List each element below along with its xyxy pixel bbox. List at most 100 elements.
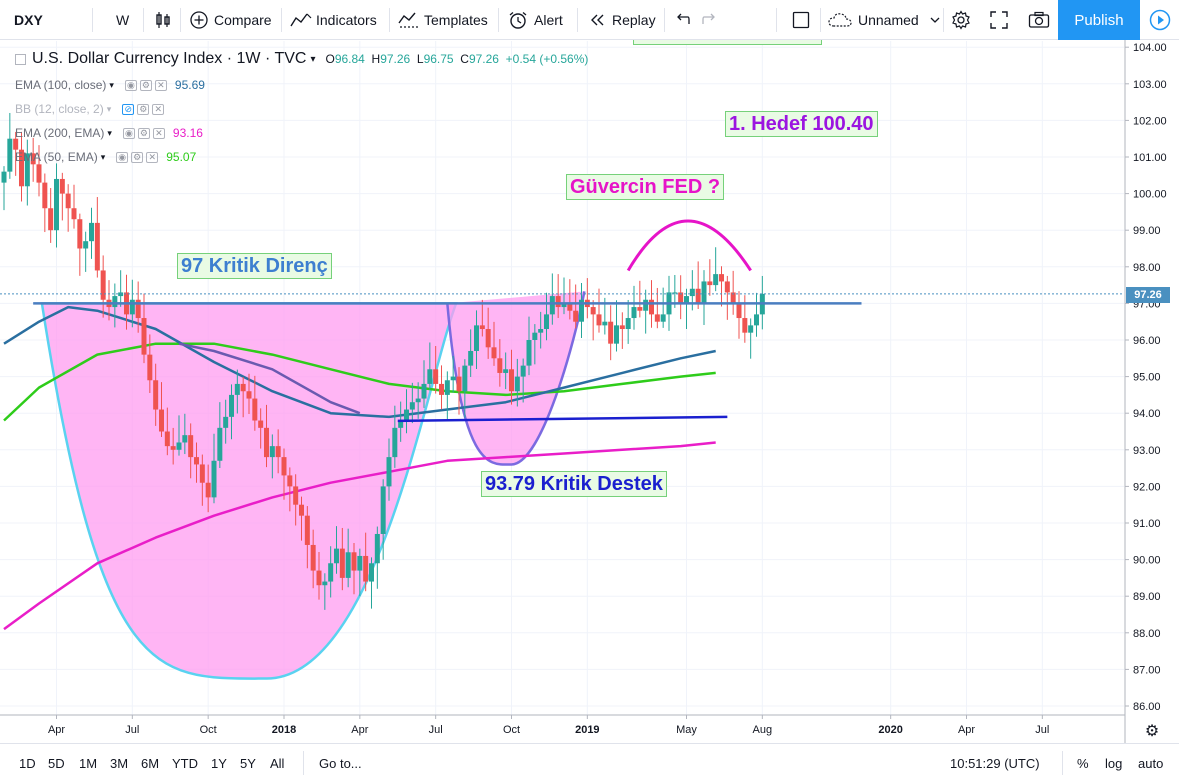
candle-down bbox=[199, 464, 205, 483]
candle-down bbox=[147, 354, 153, 381]
fullscreen-rect-button[interactable] bbox=[792, 0, 810, 40]
publish-button[interactable]: Publish bbox=[1058, 0, 1140, 40]
collapse-icon[interactable] bbox=[15, 53, 26, 65]
range-ytd[interactable]: YTD bbox=[172, 755, 198, 771]
candle-up bbox=[520, 365, 526, 377]
alert-button[interactable]: Alert bbox=[508, 0, 563, 40]
candle-up bbox=[415, 398, 421, 403]
replay-button[interactable]: Replay bbox=[588, 0, 656, 40]
gear-icon[interactable]: ⚙ bbox=[137, 127, 150, 139]
fullscreen-button[interactable] bbox=[990, 0, 1008, 40]
clock[interactable]: 10:51:29 (UTC) bbox=[950, 755, 1040, 771]
goto-button[interactable]: Go to... bbox=[319, 755, 362, 771]
chevron-down-icon: ▾ bbox=[107, 127, 112, 138]
candle-up bbox=[83, 241, 89, 249]
candle-down bbox=[590, 307, 596, 315]
close-icon[interactable]: ✕ bbox=[146, 151, 159, 163]
candle-up bbox=[684, 296, 689, 304]
candle-up bbox=[579, 299, 584, 322]
chevron-down-icon: ▾ bbox=[100, 151, 106, 162]
gear-icon[interactable]: ⚙ bbox=[131, 151, 144, 163]
gear-icon: ⚙ bbox=[1145, 723, 1159, 740]
time-tick-label: Apr bbox=[351, 724, 368, 736]
auto-toggle[interactable]: auto bbox=[1138, 755, 1164, 771]
play-button[interactable] bbox=[1140, 0, 1179, 40]
templates-icon bbox=[398, 12, 418, 28]
candle-down bbox=[153, 380, 159, 410]
price-tick-label: 99.00 bbox=[1133, 225, 1161, 237]
candle-up bbox=[176, 442, 182, 450]
undo-button[interactable] bbox=[674, 0, 690, 40]
price-tick-label: 102.00 bbox=[1133, 115, 1167, 127]
eye-off-icon[interactable]: ⊘ bbox=[122, 103, 135, 115]
candle-down bbox=[509, 369, 514, 392]
indicators-label: Indicators bbox=[316, 12, 377, 28]
eye-icon[interactable]: ◉ bbox=[116, 151, 129, 163]
snapshot-button[interactable] bbox=[1028, 0, 1050, 40]
percent-toggle[interactable]: % bbox=[1077, 755, 1089, 771]
candle-down bbox=[310, 544, 316, 571]
candle-down bbox=[304, 515, 310, 545]
layout-menu[interactable]: Unnamed bbox=[828, 0, 941, 40]
target-annotation[interactable]: 1. Hedef 100.40 bbox=[725, 111, 878, 137]
range-1d[interactable]: 1D bbox=[19, 755, 36, 771]
divider bbox=[577, 8, 578, 32]
legend-ema-100[interactable]: EMA (100, close) ▾ ◉ ⚙ ✕ 95.69 bbox=[15, 78, 205, 92]
compare-button[interactable]: Compare bbox=[190, 0, 272, 40]
candle-down bbox=[695, 288, 701, 304]
range-5d[interactable]: 5D bbox=[48, 755, 65, 771]
legend-ema-200[interactable]: EMA (200, EMA) ▾ ◉ ⚙ ✕ 93.16 bbox=[15, 126, 203, 140]
settings-button[interactable] bbox=[951, 0, 971, 40]
interval-selector[interactable]: W bbox=[116, 12, 130, 28]
range-5y[interactable]: 5Y bbox=[240, 755, 256, 771]
gear-icon[interactable]: ⚙ bbox=[137, 103, 150, 115]
eye-icon[interactable]: ◉ bbox=[122, 127, 135, 139]
candle-up bbox=[334, 548, 339, 564]
chart-style-button[interactable] bbox=[154, 0, 172, 40]
range-1m[interactable]: 1M bbox=[79, 755, 98, 771]
candle-up bbox=[468, 350, 474, 366]
templates-button[interactable]: Templates bbox=[398, 0, 488, 40]
eye-icon[interactable]: ◉ bbox=[124, 79, 137, 91]
fed-annotation[interactable]: Güvercin FED ? bbox=[566, 174, 725, 200]
symbol-search[interactable]: DXY bbox=[14, 12, 43, 28]
close-icon[interactable]: ✕ bbox=[152, 127, 165, 139]
price-tick-label: 89.00 bbox=[1133, 591, 1161, 603]
candle-up bbox=[234, 383, 240, 395]
candle-down bbox=[65, 193, 71, 209]
price-axis[interactable]: 86.00 87.00 88.00 89.00 90.00 91.00 92.00 93.00… bbox=[1124, 40, 1167, 743]
candle-up bbox=[345, 552, 351, 578]
log-toggle[interactable]: log bbox=[1105, 755, 1123, 771]
indicators-button[interactable]: Indicators bbox=[290, 0, 377, 40]
price-tick-label: 92.00 bbox=[1133, 481, 1161, 493]
range-all[interactable]: All bbox=[270, 755, 285, 771]
legend-bb[interactable]: BB (12, close, 2) ▾ ⊘ ⚙ ✕ bbox=[15, 102, 165, 116]
chevron-down-icon[interactable]: ▾ bbox=[310, 53, 316, 65]
candle-down bbox=[678, 292, 684, 304]
candle-down bbox=[433, 369, 439, 384]
legend-ema-50[interactable]: EMA (50, EMA) ▾ ◉ ⚙ ✕ 95.07 bbox=[15, 150, 197, 164]
range-6m[interactable]: 6M bbox=[141, 755, 160, 771]
chevron-down-icon bbox=[930, 17, 940, 23]
candle-up bbox=[514, 376, 520, 392]
price-chart[interactable]: 86.00 87.00 88.00 89.00 90.00 91.00 92.00 93.00… bbox=[0, 40, 1179, 743]
time-tick-label: 2020 bbox=[878, 724, 902, 736]
close-icon[interactable]: ✕ bbox=[152, 103, 165, 115]
chart-area[interactable]: 86.00 87.00 88.00 89.00 90.00 91.00 92.00 93.00… bbox=[0, 40, 1179, 743]
range-3m[interactable]: 3M bbox=[110, 755, 129, 771]
gear-icon[interactable]: ⚙ bbox=[139, 79, 152, 91]
candle-down bbox=[485, 329, 491, 348]
candle-up bbox=[631, 307, 637, 319]
price-tick-label: 101.00 bbox=[1133, 152, 1167, 164]
close-icon[interactable]: ✕ bbox=[154, 79, 167, 91]
redo-button[interactable] bbox=[702, 0, 718, 40]
candle-down bbox=[30, 153, 36, 165]
support-annotation[interactable]: 93.79 Kritik Destek bbox=[481, 471, 667, 497]
price-tick-label: 95.00 bbox=[1133, 372, 1161, 384]
resistance-annotation[interactable]: 97 Kritik Direnç bbox=[177, 253, 332, 279]
range-1y[interactable]: 1Y bbox=[211, 755, 227, 771]
moving-averages bbox=[3, 305, 716, 631]
candle-down bbox=[596, 314, 602, 326]
time-axis[interactable]: Apr Jul Oct 2018 Apr Jul Oct 2019 May Aug 2020 Apr J… bbox=[0, 714, 1159, 740]
candle-up bbox=[182, 435, 188, 443]
